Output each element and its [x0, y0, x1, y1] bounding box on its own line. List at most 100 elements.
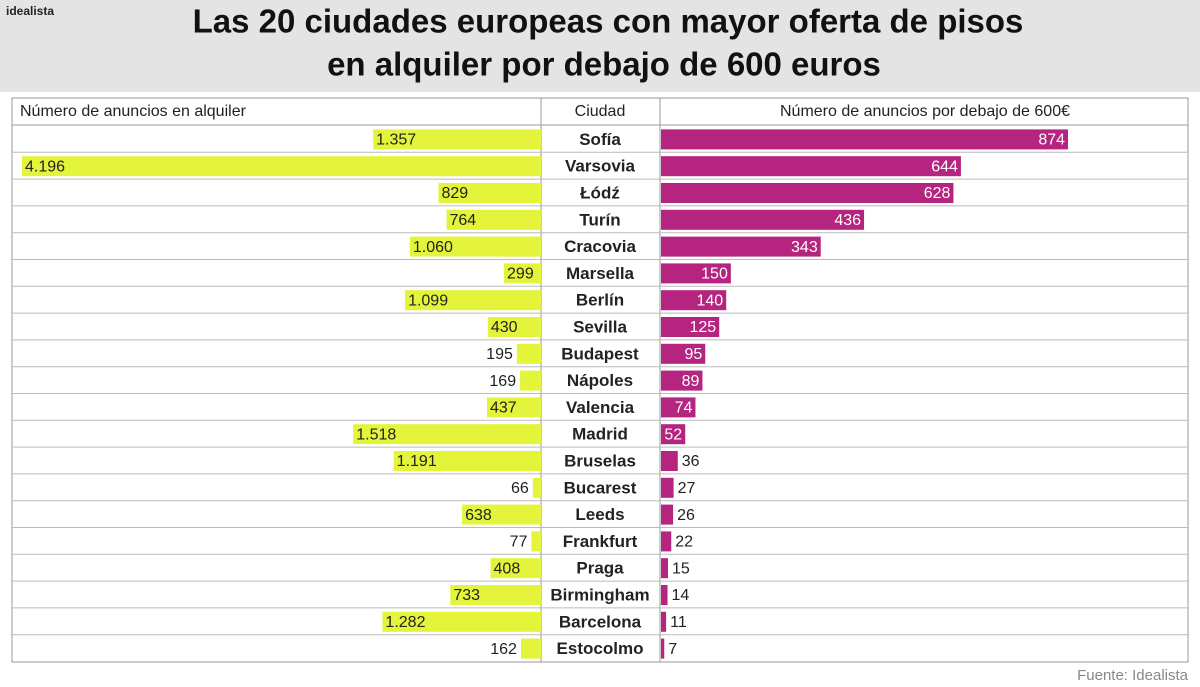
city-label: Estocolmo: [557, 639, 644, 658]
value-label: 644: [931, 158, 958, 175]
value-label: 125: [690, 319, 717, 336]
value-label: 733: [453, 587, 480, 604]
value-label: 36: [682, 453, 700, 470]
value-label: 1.191: [397, 453, 437, 470]
city-label: Birmingham: [550, 585, 649, 604]
bar: [409, 236, 541, 257]
chart-title: en alquiler por debajo de 600 euros: [327, 46, 881, 83]
bar: [516, 343, 541, 364]
bar: [504, 263, 541, 284]
value-label: 1.060: [413, 239, 453, 256]
bar: [520, 370, 541, 391]
city-label: Valencia: [566, 398, 635, 417]
bar: [661, 585, 668, 605]
city-label: Nápoles: [567, 371, 633, 390]
bar: [661, 611, 667, 632]
source: Fuente: Idealista: [1077, 667, 1189, 684]
value-label: 430: [491, 319, 518, 336]
value-label: 343: [791, 239, 818, 256]
bar: [382, 611, 541, 632]
value-label: 15: [672, 560, 690, 577]
value-label: 638: [465, 507, 492, 524]
bar: [661, 531, 672, 552]
bar: [661, 236, 821, 257]
value-label: 140: [696, 292, 723, 309]
bar: [531, 531, 541, 552]
bar: [393, 451, 541, 471]
bar: [532, 477, 541, 498]
value-label: 22: [675, 534, 693, 551]
bar: [490, 558, 541, 579]
city-label: Turín: [579, 210, 620, 229]
bar: [661, 504, 674, 525]
bar: [661, 397, 696, 418]
city-label: Madrid: [572, 425, 628, 444]
bar: [661, 129, 1069, 150]
value-label: 628: [924, 185, 951, 202]
value-label: 437: [490, 400, 517, 417]
bar: [22, 156, 541, 177]
center-header: Ciudad: [575, 103, 626, 120]
value-label: 26: [677, 507, 695, 524]
city-label: Budapest: [561, 344, 639, 363]
bar: [446, 209, 541, 230]
value-label: 1.357: [376, 132, 416, 149]
value-label: 7: [668, 641, 677, 658]
bar: [661, 638, 665, 659]
value-label: 299: [507, 266, 534, 283]
bar: [661, 290, 727, 311]
value-label: 169: [489, 373, 516, 390]
bar: [373, 129, 541, 150]
bar: [661, 343, 706, 364]
bar: [661, 317, 720, 337]
bar: [438, 183, 541, 203]
bar: [661, 156, 961, 177]
value-label: 436: [834, 212, 861, 229]
city-label: Łódź: [580, 183, 620, 202]
bar: [462, 504, 541, 525]
bar: [353, 424, 541, 445]
value-label: 4.196: [25, 158, 65, 175]
chart-title: Las 20 ciudades europeas con mayor ofert…: [193, 3, 1024, 40]
value-label: 874: [1038, 132, 1065, 149]
city-label: Barcelona: [559, 612, 642, 631]
bar: [661, 451, 678, 471]
bar: [405, 290, 541, 311]
bar: [661, 183, 954, 203]
right-header: Número de anuncios por debajo de 600€: [780, 103, 1070, 120]
bar: [661, 424, 686, 445]
city-label: Varsovia: [565, 157, 635, 176]
bar: [661, 209, 865, 230]
value-label: 1.282: [385, 614, 425, 631]
bar: [487, 317, 541, 337]
bar: [661, 263, 731, 284]
bar: [661, 477, 674, 498]
value-label: 52: [664, 426, 682, 443]
value-label: 89: [682, 373, 700, 390]
value-label: 11: [670, 614, 687, 631]
value-label: 77: [510, 534, 528, 551]
city-label: Leeds: [575, 505, 624, 524]
bar: [661, 558, 668, 579]
value-label: 162: [490, 641, 517, 658]
value-label: 408: [494, 560, 521, 577]
value-label: 1.099: [408, 292, 448, 309]
bar: [486, 397, 541, 418]
value-label: 195: [486, 346, 513, 363]
title-banner: [0, 0, 1200, 92]
city-label: Bruselas: [564, 451, 636, 470]
value-label: 1.518: [356, 426, 396, 443]
value-label: 95: [684, 346, 702, 363]
bar: [450, 585, 541, 605]
bar: [520, 638, 541, 659]
value-label: 829: [441, 185, 468, 202]
city-label: Cracovia: [564, 237, 636, 256]
city-label: Frankfurt: [563, 532, 638, 551]
city-label: Marsella: [566, 264, 635, 283]
value-label: 764: [450, 212, 477, 229]
value-label: 150: [701, 266, 728, 283]
value-label: 27: [678, 480, 696, 497]
left-header: Número de anuncios en alquiler: [20, 103, 247, 120]
brand: idealista: [6, 4, 54, 18]
